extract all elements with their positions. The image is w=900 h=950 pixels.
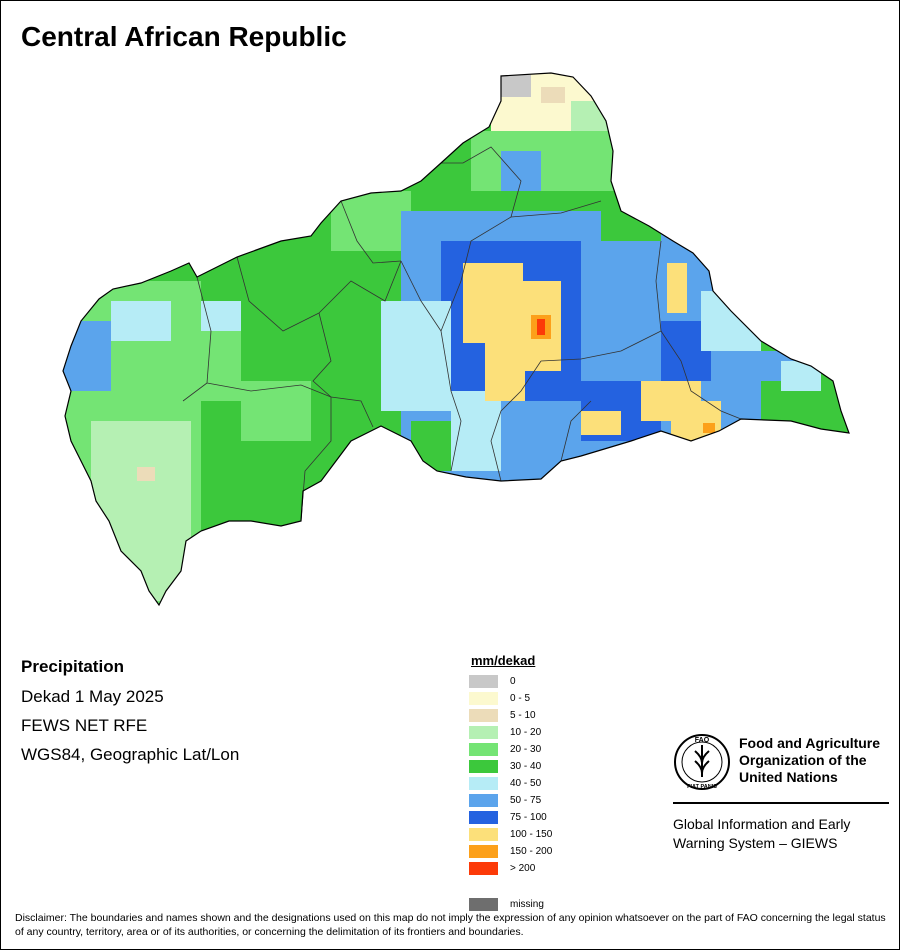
rainfall-zone bbox=[137, 467, 155, 481]
legend-swatch bbox=[469, 811, 498, 824]
rainfall-zone bbox=[111, 301, 171, 341]
legend-label: 0 bbox=[510, 676, 516, 687]
legend-item: 75 - 100 bbox=[469, 809, 552, 826]
rainfall-zone bbox=[537, 319, 545, 335]
rainfall-zone bbox=[501, 151, 541, 191]
legend-swatch bbox=[469, 794, 498, 807]
legend-item: > 200 bbox=[469, 860, 552, 877]
legend-label: 30 - 40 bbox=[510, 761, 542, 772]
map-info: Precipitation Dekad 1 May 2025 FEWS NET … bbox=[21, 657, 239, 774]
projection-label: WGS84, Geographic Lat/Lon bbox=[21, 745, 240, 764]
rainfall-zone bbox=[601, 201, 661, 241]
prefecture-boundaries bbox=[182, 146, 742, 522]
rainfall-zone bbox=[501, 75, 531, 97]
rainfall-zone bbox=[571, 101, 611, 131]
legend-swatch bbox=[469, 726, 498, 739]
disclaimer: Disclaimer: The boundaries and names sho… bbox=[15, 912, 886, 938]
rainfall-zone bbox=[703, 423, 715, 433]
legend-label: 20 - 30 bbox=[510, 744, 542, 755]
legend-title: mm/dekad bbox=[471, 653, 536, 668]
legend: mm/dekad 0 0 - 5 5 - 10 10 - 20 20 - 30 30 - … bbox=[469, 653, 552, 913]
fao-emblem-letters: FAO bbox=[695, 737, 710, 744]
fao-emblem-motto: FIAT PANIS bbox=[687, 784, 717, 790]
legend-item: 50 - 75 bbox=[469, 792, 552, 809]
legend-swatch bbox=[469, 777, 498, 790]
legend-swatch bbox=[469, 898, 498, 911]
legend-label: 0 - 5 bbox=[510, 693, 531, 704]
legend-label: > 200 bbox=[510, 863, 536, 874]
legend-item: 100 - 150 bbox=[469, 826, 552, 843]
rainfall-zone bbox=[331, 191, 411, 251]
rainfall-zone bbox=[451, 391, 501, 471]
legend-swatch bbox=[469, 709, 498, 722]
country-shape bbox=[63, 73, 849, 605]
legend-items: 0 0 - 5 5 - 10 10 - 20 20 - 30 30 - 40 40 - 50… bbox=[469, 673, 552, 877]
rainfall-zone bbox=[671, 401, 721, 441]
fao-name-line: United Nations bbox=[739, 769, 838, 785]
rainfall-zone bbox=[63, 321, 111, 391]
legend-item: 0 bbox=[469, 673, 552, 690]
fao-emblem-icon: FAO FIAT PANIS bbox=[674, 734, 730, 790]
legend-item: 30 - 40 bbox=[469, 758, 552, 775]
giews-name: Global Information and Early Warning Sys… bbox=[673, 815, 889, 853]
legend-swatch bbox=[469, 862, 498, 875]
legend-label: 10 - 20 bbox=[510, 727, 542, 738]
legend-item: 5 - 10 bbox=[469, 707, 552, 724]
rainfall-zone bbox=[181, 331, 241, 401]
period-label: Dekad 1 May 2025 bbox=[21, 687, 164, 706]
legend-swatch bbox=[469, 692, 498, 705]
giews-line: Global Information and Early bbox=[673, 816, 851, 832]
map-title: Central African Republic bbox=[21, 21, 347, 52]
legend-label: 50 - 75 bbox=[510, 795, 542, 806]
rainfall-zone bbox=[381, 301, 451, 411]
rainfall-zone bbox=[541, 87, 565, 103]
rainfall-zone bbox=[91, 421, 191, 601]
variable-heading: Precipitation bbox=[21, 657, 124, 676]
precipitation-map bbox=[62, 72, 850, 607]
legend-label: missing bbox=[510, 899, 544, 910]
legend-label: 100 - 150 bbox=[510, 829, 553, 840]
legend-swatch bbox=[469, 760, 498, 773]
fao-name-line: Food and Agriculture bbox=[739, 735, 881, 751]
legend-label: 5 - 10 bbox=[510, 710, 536, 721]
rainfall-zone bbox=[485, 341, 525, 401]
legend-item-missing: missing bbox=[469, 896, 552, 913]
legend-item: 20 - 30 bbox=[469, 741, 552, 758]
fao-name-line: Organization of the bbox=[739, 752, 867, 768]
legend-swatch bbox=[469, 743, 498, 756]
rainfall-zone bbox=[241, 381, 311, 441]
fao-name: Food and Agriculture Organization of the… bbox=[739, 735, 889, 786]
legend-item: 40 - 50 bbox=[469, 775, 552, 792]
rainfall-zone bbox=[471, 131, 621, 191]
rainfall-zone bbox=[411, 421, 451, 471]
legend-label: 40 - 50 bbox=[510, 778, 542, 789]
legend-swatch bbox=[469, 845, 498, 858]
legend-swatch bbox=[469, 675, 498, 688]
rainfall-zone bbox=[781, 361, 821, 391]
legend-label: 150 - 200 bbox=[510, 846, 553, 857]
fao-divider bbox=[673, 802, 889, 804]
legend-label: 75 - 100 bbox=[510, 812, 547, 823]
legend-swatch bbox=[469, 828, 498, 841]
rainfall-zone bbox=[667, 263, 687, 313]
legend-item: 10 - 20 bbox=[469, 724, 552, 741]
country-border bbox=[62, 72, 850, 607]
legend-item: 0 - 5 bbox=[469, 690, 552, 707]
source-label: FEWS NET RFE bbox=[21, 716, 148, 735]
legend-item: 150 - 200 bbox=[469, 843, 552, 860]
rainfall-zone bbox=[201, 301, 241, 331]
rainfall-zone bbox=[701, 291, 761, 351]
giews-line: Warning System – GIEWS bbox=[673, 835, 838, 851]
rainfall-zone bbox=[581, 411, 621, 435]
